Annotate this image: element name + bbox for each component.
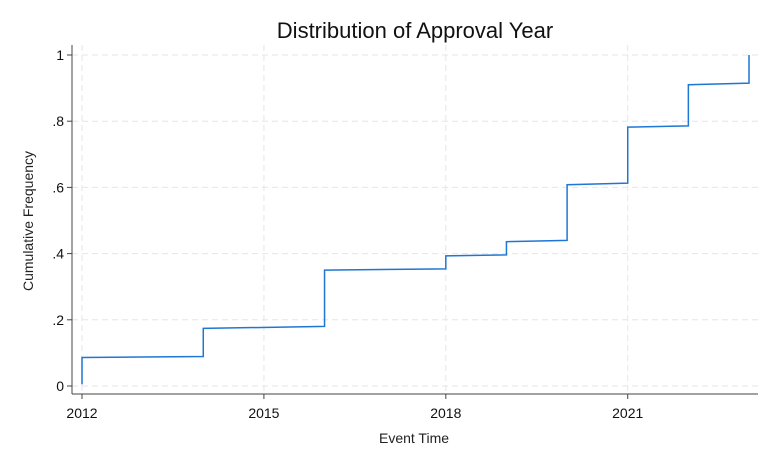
x-tick-label-3: 2021 bbox=[612, 405, 643, 421]
x-tick-label-0: 2012 bbox=[66, 405, 97, 421]
y-tick-label-0: 0 bbox=[56, 378, 64, 394]
y-tick-label-2: .4 bbox=[52, 246, 64, 262]
y-tick-label-3: .6 bbox=[52, 179, 64, 195]
y-tick-label-4: .8 bbox=[52, 113, 64, 129]
chart-title: Distribution of Approval Year bbox=[277, 18, 553, 43]
y-tick-label-1: .2 bbox=[52, 312, 64, 328]
axes bbox=[67, 45, 758, 399]
series-cumulative-frequency bbox=[81, 55, 750, 385]
y-axis-label: Cumulative Frequency bbox=[20, 151, 36, 291]
cumulative-frequency-line bbox=[81, 55, 750, 385]
x-tick-label-1: 2015 bbox=[248, 405, 279, 421]
y-tick-label-5: 1 bbox=[56, 47, 64, 63]
x-tick-label-2: 2018 bbox=[430, 405, 461, 421]
grid-lines bbox=[72, 45, 758, 394]
x-axis-label: Event Time bbox=[379, 430, 449, 446]
tick-labels: 0 .2 .4 .6 .8 1 2012 2015 2018 2021 bbox=[52, 47, 643, 421]
